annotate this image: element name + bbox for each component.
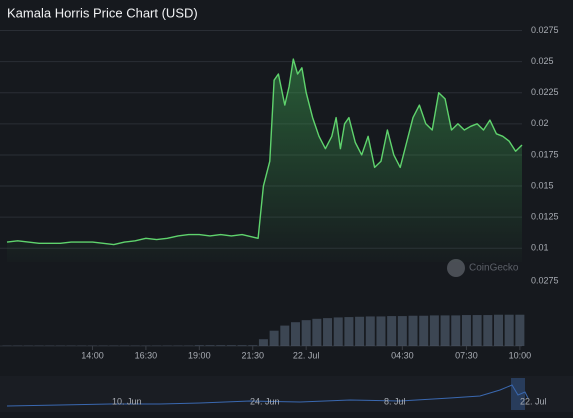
volume-bar	[312, 318, 322, 346]
x-tick-label: 16:30	[135, 350, 158, 360]
y-tick-label: 0.0175	[531, 149, 559, 159]
y-tick-label: 0.0225	[531, 87, 559, 97]
volume-axis-label: 0.0275	[531, 275, 559, 285]
volume-bar	[248, 345, 258, 346]
volume-bar	[237, 345, 247, 346]
y-tick-label: 0.02	[531, 118, 549, 128]
x-tick-label: 10:00	[509, 350, 532, 360]
y-tick-label: 0.01	[531, 243, 549, 253]
volume-bar	[397, 316, 407, 346]
chart-title: Kamala Horris Price Chart (USD)	[7, 5, 198, 20]
volume-bar	[387, 316, 397, 346]
volume-bar	[493, 314, 503, 346]
navigator-handle[interactable]	[511, 378, 525, 410]
volume-bar	[216, 345, 226, 346]
volume-bar	[451, 315, 461, 346]
volume-bar	[194, 345, 204, 346]
volume-bar	[440, 315, 450, 346]
volume-bar	[376, 316, 386, 346]
volume-bar	[408, 315, 418, 346]
y-tick-label: 0.025	[531, 56, 554, 66]
watermark: CoinGecko	[447, 259, 519, 277]
volume-bar	[355, 316, 365, 346]
x-tick-label: 14:00	[81, 350, 104, 360]
volume-bar	[472, 315, 482, 346]
volume-bar	[461, 315, 471, 346]
y-tick-label: 0.0275	[531, 25, 559, 35]
volume-bar	[205, 345, 215, 346]
volume-bar	[504, 314, 514, 346]
navigator-label: 22. Jul	[520, 396, 547, 406]
watermark-text: CoinGecko	[469, 263, 519, 274]
volume-bar	[419, 315, 429, 346]
volume-bar	[323, 318, 333, 346]
navigator	[0, 376, 573, 412]
navigator-label: 24. Jun	[250, 396, 280, 406]
volume-bar	[344, 317, 354, 346]
volume-bar	[269, 330, 279, 346]
volume-bar	[333, 317, 343, 346]
navigator-line	[6, 384, 529, 407]
y-tick-label: 0.015	[531, 180, 554, 190]
volume-bar	[365, 316, 375, 346]
volume-bar	[515, 314, 525, 346]
x-tick-label: 21:30	[241, 350, 264, 360]
x-tick-label: 07:30	[455, 350, 478, 360]
price-line	[6, 58, 523, 246]
volume-bar	[483, 315, 493, 346]
volume-bar	[226, 345, 236, 346]
area	[7, 59, 522, 262]
x-tick-label: 22. Jul	[293, 350, 320, 360]
volume-bar	[290, 322, 300, 346]
x-tick-label: 19:00	[188, 350, 211, 360]
volume-bar	[280, 325, 290, 346]
x-tick-label: 04:30	[391, 350, 414, 360]
volume-bar	[301, 320, 311, 346]
y-tick-label: 0.0125	[531, 212, 559, 222]
navigator-label: 8. Jul	[384, 396, 406, 406]
volume-bar	[429, 315, 439, 346]
volume-bar	[258, 339, 268, 346]
navigator-label: 10. Jun	[112, 396, 142, 406]
